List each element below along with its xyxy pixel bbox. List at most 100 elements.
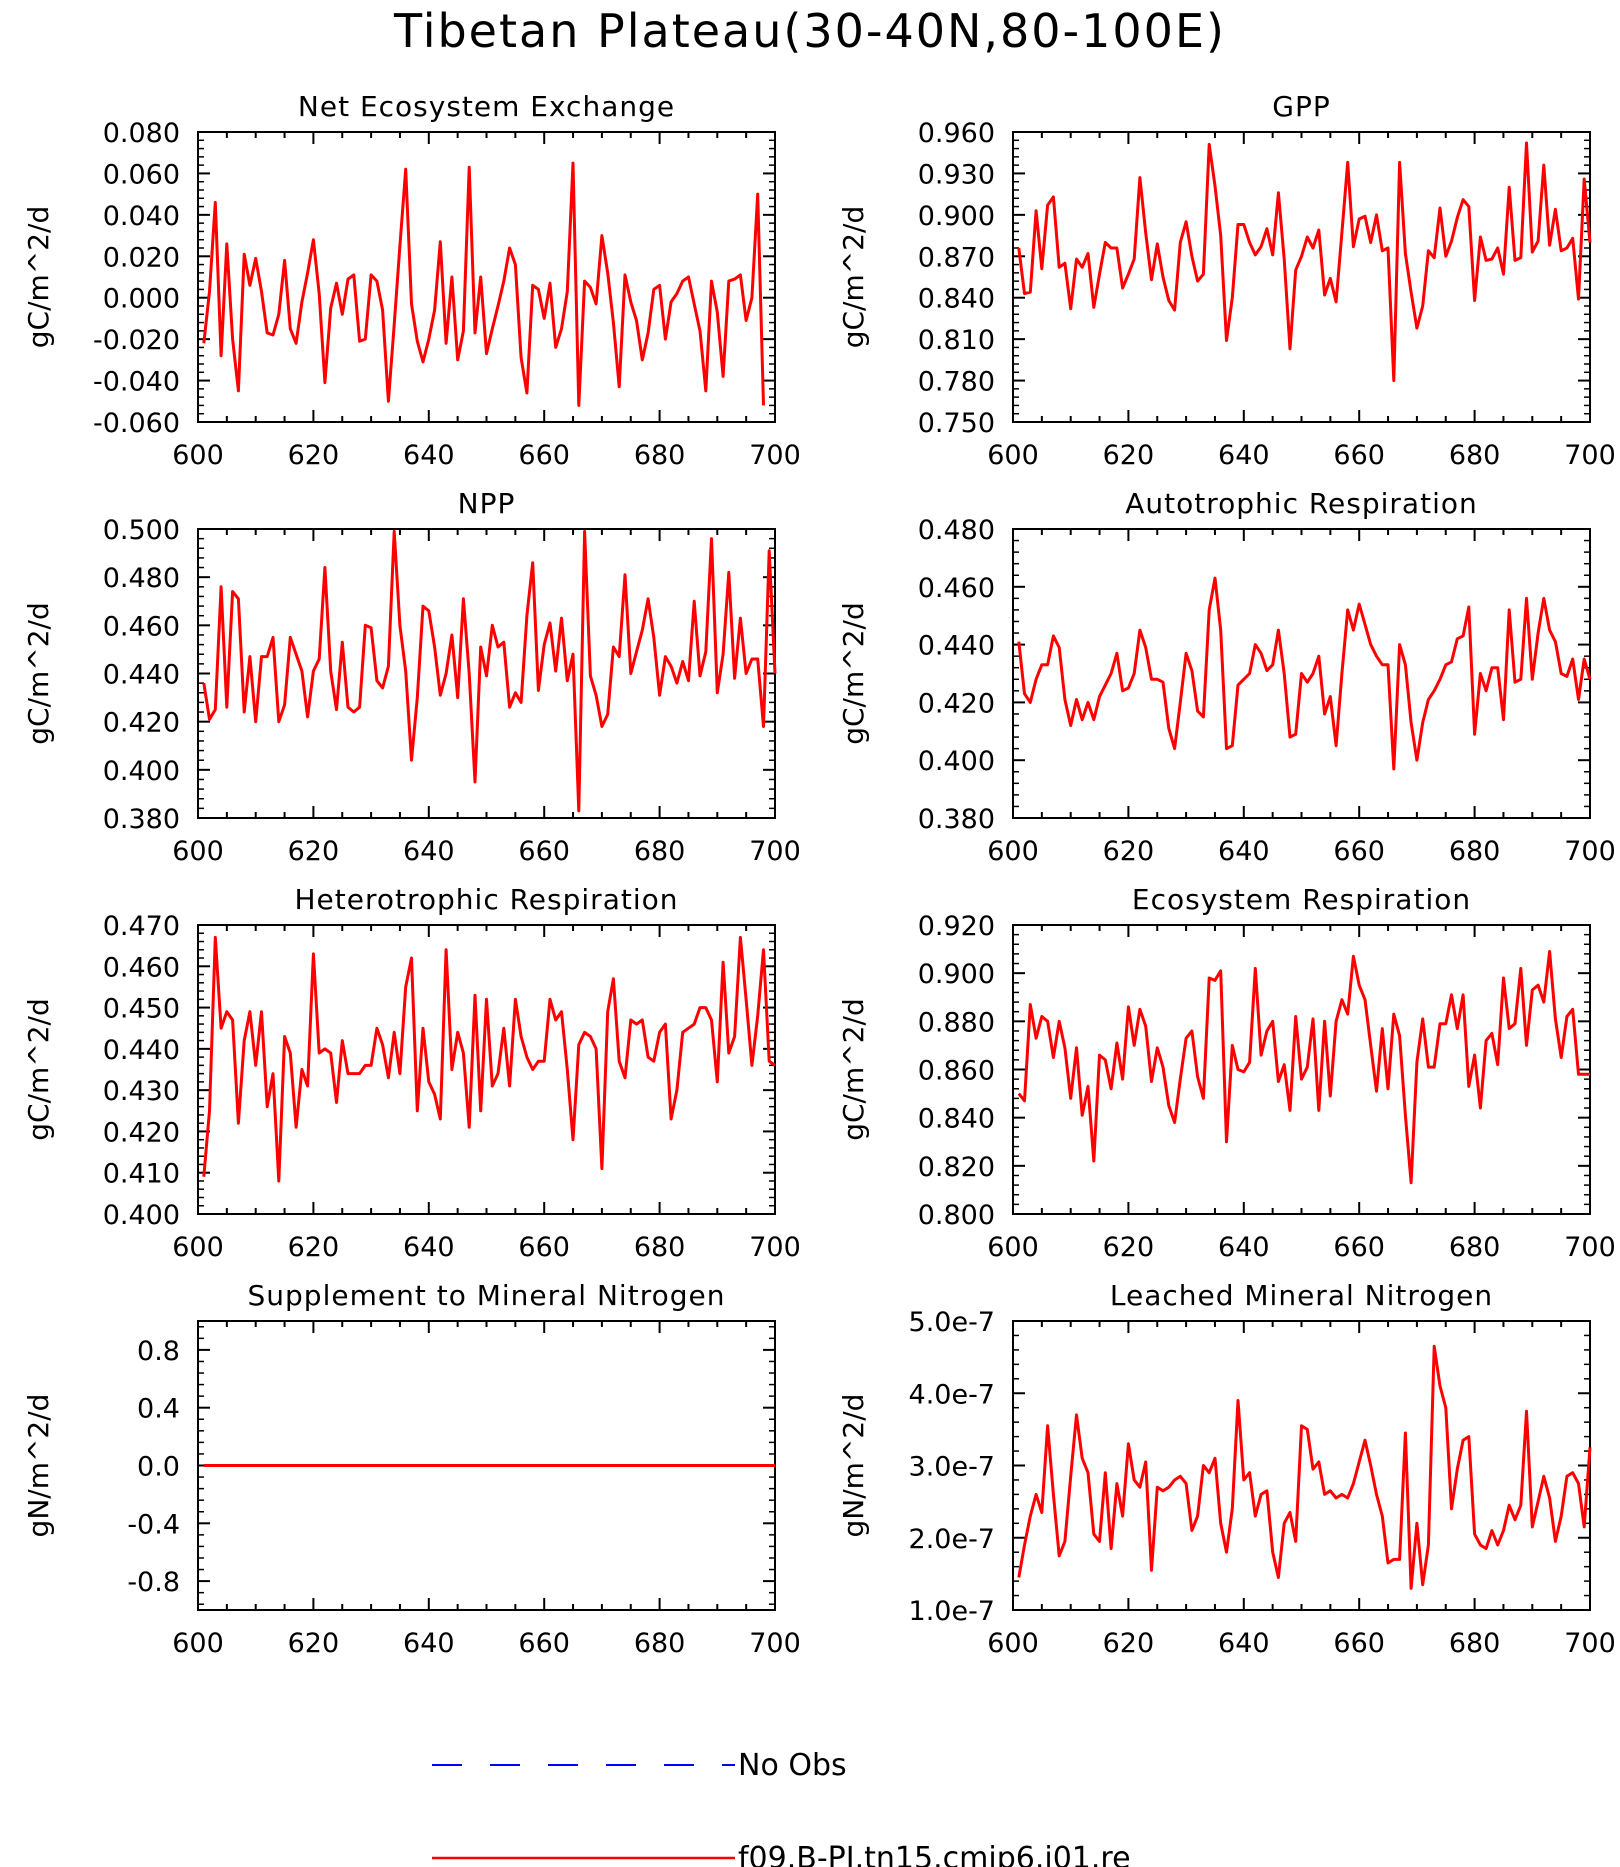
x-tick-label: 600 bbox=[987, 1628, 1039, 1659]
y-tick-label: 0.920 bbox=[918, 911, 995, 942]
panel-leached-mineral-nitrogen: 600 620 640 660 680 700 1.0e-7 2.0e-7 3.0e-7 4.0e… bbox=[837, 1279, 1616, 1659]
x-tick-label: 700 bbox=[1564, 836, 1616, 867]
y-tick-label: 2.0e-7 bbox=[909, 1524, 995, 1555]
x-tick-label: 600 bbox=[172, 440, 224, 471]
x-tick-label: 620 bbox=[1103, 836, 1155, 867]
y-tick-label: 0.060 bbox=[103, 159, 180, 190]
panel-title: NPP bbox=[458, 487, 516, 520]
series-line bbox=[1017, 576, 1592, 771]
panel-title: Autotrophic Respiration bbox=[1125, 487, 1477, 520]
panel-title: Ecosystem Respiration bbox=[1132, 883, 1471, 916]
y-tick-label: 0.480 bbox=[103, 563, 180, 594]
x-tick-label: 640 bbox=[403, 1628, 455, 1659]
x-tick-label: 600 bbox=[172, 836, 224, 867]
x-tick-label: 700 bbox=[1564, 1628, 1616, 1659]
page-title: Tibetan Plateau(30-40N,80-100E) bbox=[394, 4, 1226, 58]
y-tick-label: 0.400 bbox=[918, 746, 995, 777]
x-tick-label: 700 bbox=[749, 440, 801, 471]
series-line bbox=[1017, 1344, 1592, 1590]
panel-title: Net Ecosystem Exchange bbox=[298, 90, 675, 123]
x-tick-label: 600 bbox=[987, 440, 1039, 471]
y-axis-label: gC/m^2/d bbox=[837, 998, 870, 1141]
y-tick-label: 0.4 bbox=[137, 1394, 180, 1425]
legend: No Obs f09.B-PI.tn15.cmip6.j01.re bbox=[432, 1748, 1131, 1867]
y-tick-label: 0.750 bbox=[918, 408, 995, 439]
x-tick-label: 640 bbox=[403, 440, 455, 471]
panel-ecosystem-respiration: 600 620 640 660 680 700 0.800 0.820 0.840 0.860 0.… bbox=[837, 883, 1616, 1263]
x-tick-label: 700 bbox=[749, 1628, 801, 1659]
series-line bbox=[1017, 141, 1592, 383]
y-tick-label: 0.400 bbox=[103, 756, 180, 787]
x-tick-label: 640 bbox=[1218, 1628, 1270, 1659]
x-tick-label: 640 bbox=[1218, 440, 1270, 471]
y-tick-label: 0.860 bbox=[918, 1056, 995, 1087]
x-tick-label: 640 bbox=[403, 836, 455, 867]
series-line bbox=[1017, 950, 1590, 1185]
y-tick-label: 0.470 bbox=[103, 911, 180, 942]
y-tick-label: 0.960 bbox=[918, 118, 995, 149]
y-axis-label: gN/m^2/d bbox=[837, 1394, 870, 1538]
panel-npp: 600 620 640 660 680 700 0.380 0.400 0.420 0.440 0.… bbox=[22, 487, 801, 867]
x-tick-label: 660 bbox=[518, 836, 570, 867]
panel-title: GPP bbox=[1272, 90, 1330, 123]
x-tick-label: 620 bbox=[288, 1628, 340, 1659]
legend-label-f09-b-pi-tn15-cmip6-j01-re: f09.B-PI.tn15.cmip6.j01.re bbox=[738, 1841, 1131, 1867]
y-tick-label: 0.900 bbox=[918, 201, 995, 232]
y-tick-label: 0.080 bbox=[103, 118, 180, 149]
x-tick-label: 660 bbox=[518, 1628, 570, 1659]
y-tick-label: 0.8 bbox=[137, 1336, 180, 1367]
x-tick-label: 620 bbox=[1103, 440, 1155, 471]
y-tick-label: 0.440 bbox=[103, 1035, 180, 1066]
x-tick-label: 680 bbox=[634, 440, 686, 471]
x-tick-label: 680 bbox=[1449, 1628, 1501, 1659]
y-tick-label: 3.0e-7 bbox=[909, 1452, 995, 1483]
plot-frame bbox=[1012, 1320, 1591, 1611]
y-tick-label: -0.060 bbox=[93, 408, 180, 439]
y-tick-label: -0.020 bbox=[93, 325, 180, 356]
panel-net-ecosystem-exchange: 600 620 640 660 680 700 -0.060 -0.040 -0.020 0.00… bbox=[22, 90, 801, 471]
x-tick-label: 620 bbox=[288, 1232, 340, 1263]
y-tick-label: 0.460 bbox=[918, 573, 995, 604]
y-tick-label: 0.0 bbox=[137, 1452, 180, 1483]
y-tick-label: 5.0e-7 bbox=[909, 1307, 995, 1338]
panel-title: Heterotrophic Respiration bbox=[295, 883, 679, 916]
x-tick-label: 660 bbox=[1333, 1232, 1385, 1263]
y-tick-label: 1.0e-7 bbox=[909, 1596, 995, 1627]
x-tick-label: 700 bbox=[749, 836, 801, 867]
legend-label-no-obs: No Obs bbox=[738, 1748, 847, 1783]
y-tick-label: -0.040 bbox=[93, 367, 180, 398]
x-tick-label: 640 bbox=[403, 1232, 455, 1263]
y-tick-label: 0.400 bbox=[103, 1200, 180, 1231]
x-tick-label: 680 bbox=[1449, 440, 1501, 471]
x-tick-label: 680 bbox=[1449, 1232, 1501, 1263]
y-tick-label: 0.000 bbox=[103, 284, 180, 315]
x-tick-label: 620 bbox=[1103, 1232, 1155, 1263]
y-tick-label: 0.930 bbox=[918, 159, 995, 190]
x-tick-label: 660 bbox=[518, 1232, 570, 1263]
x-tick-label: 620 bbox=[288, 440, 340, 471]
series-line bbox=[202, 161, 765, 407]
panel-autotrophic-respiration: 600 620 640 660 680 700 0.380 0.400 0.420 0.440 0.… bbox=[837, 487, 1616, 867]
y-tick-label: 0.820 bbox=[918, 1152, 995, 1183]
y-tick-label: 0.460 bbox=[103, 952, 180, 983]
panel-gpp: 600 620 640 660 680 700 0.750 0.780 0.810 0.840 0.… bbox=[837, 90, 1616, 471]
x-tick-label: 600 bbox=[172, 1628, 224, 1659]
x-tick-label: 680 bbox=[1449, 836, 1501, 867]
x-tick-label: 660 bbox=[1333, 836, 1385, 867]
y-tick-label: 0.480 bbox=[918, 515, 995, 546]
x-tick-label: 700 bbox=[749, 1232, 801, 1263]
y-tick-label: 0.420 bbox=[103, 1117, 180, 1148]
y-tick-label: 4.0e-7 bbox=[909, 1379, 995, 1410]
x-tick-label: 700 bbox=[1564, 440, 1616, 471]
y-tick-label: -0.8 bbox=[127, 1567, 180, 1598]
y-tick-label: 0.800 bbox=[918, 1200, 995, 1231]
y-tick-label: 0.880 bbox=[918, 1007, 995, 1038]
x-tick-label: 620 bbox=[1103, 1628, 1155, 1659]
y-tick-label: 0.900 bbox=[918, 959, 995, 990]
x-tick-label: 660 bbox=[1333, 440, 1385, 471]
x-tick-label: 600 bbox=[172, 1232, 224, 1263]
y-tick-label: 0.780 bbox=[918, 367, 995, 398]
y-axis-label: gC/m^2/d bbox=[22, 206, 55, 349]
y-axis-label: gC/m^2/d bbox=[837, 602, 870, 745]
x-tick-label: 600 bbox=[987, 836, 1039, 867]
